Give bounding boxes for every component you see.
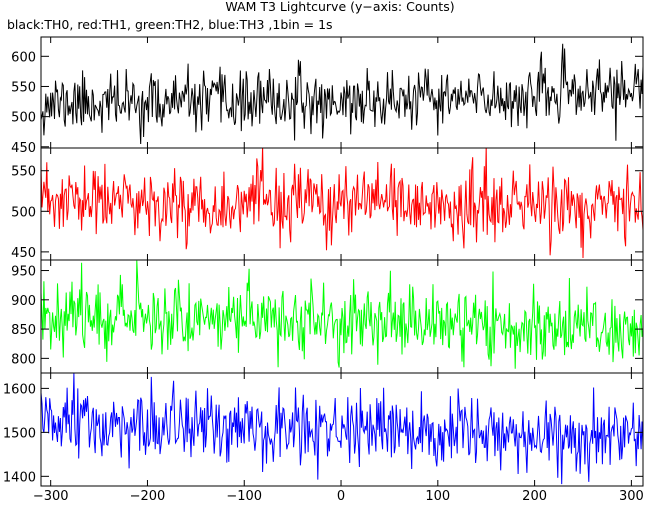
panel-frame [40,372,644,487]
series-th2-line [41,260,643,369]
y-tick-label: 850 [11,323,36,338]
panel-th1: 450 500 550 [11,147,644,261]
y-tick-label: 1600 [3,382,36,397]
chart-title: WAM T3 Lightcurve (y−axis: Counts) [225,0,454,14]
y-tick-label: 500 [11,111,36,126]
y-tick-label: 550 [11,80,36,95]
y-tick-label: 500 [11,205,36,220]
y-tick-label: 800 [11,352,36,367]
y-tick-label: 450 [11,141,36,156]
y-tick-label: 450 [11,246,36,261]
x-tick-label: −200 [130,489,166,504]
y-tick-label: 600 [11,50,36,65]
series-th3-line [41,373,643,485]
panel-th3: 1400 1500 1600 [3,372,644,487]
y-tick-label: 550 [11,165,36,180]
y-tick-label: 1400 [3,470,36,485]
series-th0-line [41,43,643,145]
x-tick-label: −300 [33,489,69,504]
chart-panels: 450 500 550 600 450 500 550 800 850 900 950 1400 150… [3,36,644,487]
y-tick-label: 950 [11,265,36,280]
x-tick-label: 0 [337,489,345,504]
x-tick-label: −100 [226,489,262,504]
panel-th2: 800 850 900 950 [11,259,644,374]
panel-th0: 450 500 550 600 [11,36,644,156]
x-tick-label: 100 [425,489,450,504]
chart-subtitle: black:TH0, red:TH1, green:TH2, blue:TH3 … [7,17,333,32]
x-tick-label: 200 [522,489,547,504]
series-th1-line [41,148,643,259]
y-tick-label: 1500 [3,426,36,441]
x-tick-label: 300 [619,489,644,504]
x-axis: −300 −200 −100 0 100 200 300 [33,489,644,504]
y-tick-label: 900 [11,294,36,309]
